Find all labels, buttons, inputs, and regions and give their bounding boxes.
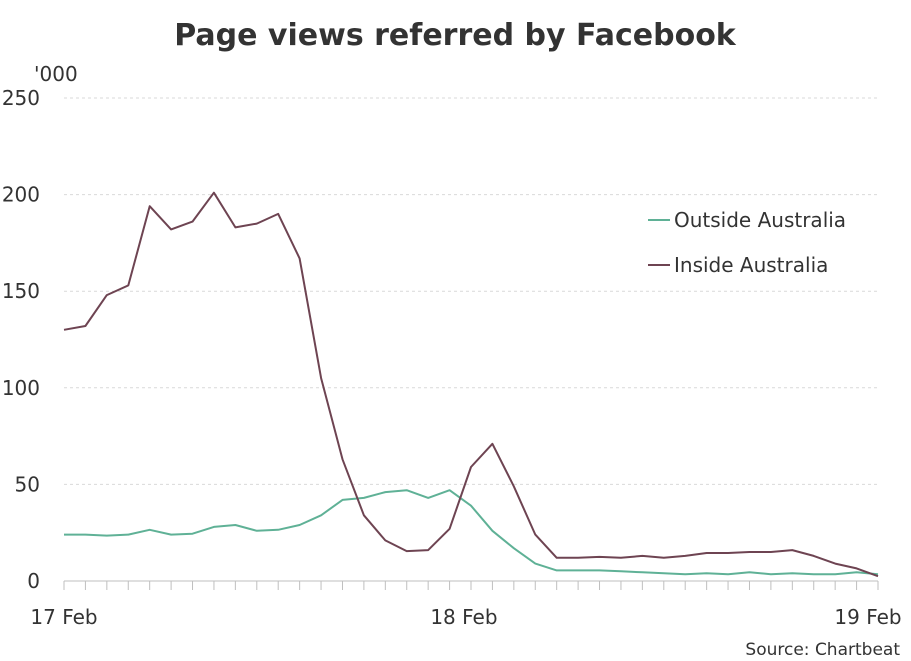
- y-tick-label: 100: [2, 376, 40, 400]
- legend: Outside Australia Inside Australia: [648, 208, 846, 277]
- y-tick-label: 250: [2, 86, 40, 110]
- legend-label-outside-australia: Outside Australia: [674, 208, 846, 232]
- x-tick-label: 19 Feb: [834, 605, 901, 629]
- series-lines: [63, 191, 879, 578]
- x-axis: 17 Feb 18 Feb 19 Feb: [30, 580, 902, 629]
- legend-label-inside-australia: Inside Australia: [674, 253, 828, 277]
- y-unit-label: '000: [34, 62, 78, 86]
- series-line-outside-australia: [64, 489, 879, 576]
- y-tick-label: 200: [2, 183, 40, 207]
- x-tick-label: 18 Feb: [430, 605, 497, 629]
- y-tick-label: 150: [2, 279, 40, 303]
- y-axis-ticks: 0 50 100 150 200 250: [2, 86, 40, 593]
- y-tick-label: 0: [27, 569, 40, 593]
- series-line-inside-australia: [63, 191, 879, 578]
- y-tick-label: 50: [15, 472, 40, 496]
- gridlines: [64, 97, 878, 485]
- source-note: Source: Chartbeat: [745, 640, 900, 660]
- chart-title: Page views referred by Facebook: [174, 18, 737, 53]
- x-tick-label: 17 Feb: [30, 605, 97, 629]
